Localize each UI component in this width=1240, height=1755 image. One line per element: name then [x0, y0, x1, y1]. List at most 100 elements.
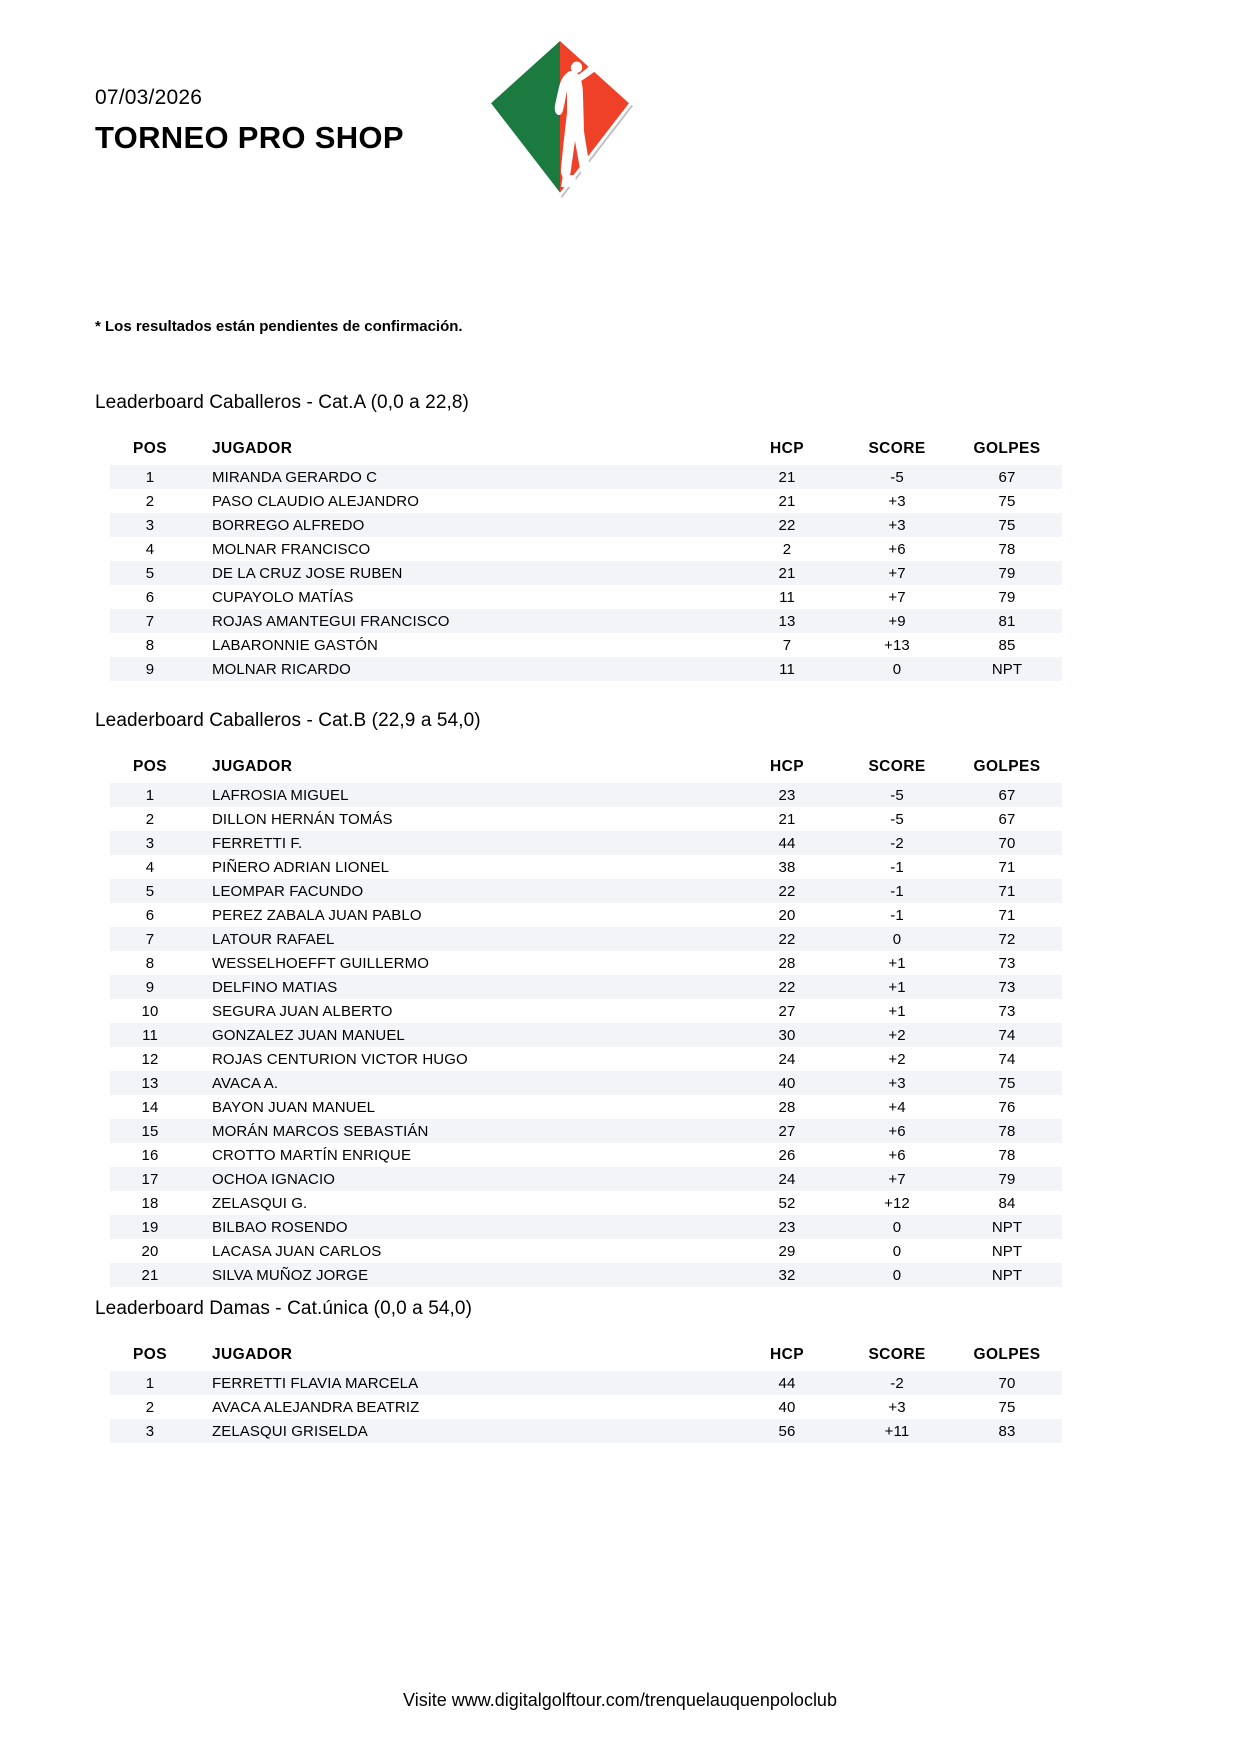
- row-hcp: 56: [732, 1419, 842, 1443]
- page-title: TORNEO PRO SHOP: [95, 120, 404, 155]
- row-golpes: 67: [952, 465, 1062, 489]
- column-header-jugador: JUGADOR: [212, 440, 293, 457]
- section-title: Leaderboard Caballeros - Cat.A (0,0 a 22…: [95, 392, 469, 413]
- row-score: 0: [842, 1215, 952, 1239]
- table-row: 4 MOLNAR FRANCISCO 2 +6 78: [110, 537, 1062, 561]
- row-hcp: 26: [732, 1143, 842, 1167]
- row-score: 0: [842, 657, 952, 681]
- row-hcp: 28: [732, 1095, 842, 1119]
- row-golpes: NPT: [952, 1263, 1062, 1287]
- row-jugador: DE LA CRUZ JOSE RUBEN: [190, 561, 732, 585]
- table-row: 10 SEGURA JUAN ALBERTO 27 +1 73: [110, 999, 1062, 1023]
- leaderboard-table: POS JUGADOR HCP SCORE GOLPES 1 MIRANDA GE…: [110, 440, 1062, 681]
- table-row: 20 LACASA JUAN CARLOS 29 0 NPT: [110, 1239, 1062, 1263]
- column-header-pos: POS: [133, 1346, 167, 1363]
- row-pos: 6: [110, 903, 190, 927]
- leaderboard-table: POS JUGADOR HCP SCORE GOLPES 1 FERRETTI F…: [110, 1346, 1062, 1443]
- table-row: 3 BORREGO ALFREDO 22 +3 75: [110, 513, 1062, 537]
- row-golpes: 75: [952, 513, 1062, 537]
- row-golpes: 76: [952, 1095, 1062, 1119]
- row-pos: 20: [110, 1239, 190, 1263]
- row-jugador: ZELASQUI GRISELDA: [190, 1419, 732, 1443]
- row-score: -1: [842, 903, 952, 927]
- row-jugador: PIÑERO ADRIAN LIONEL: [190, 855, 732, 879]
- row-pos: 14: [110, 1095, 190, 1119]
- row-score: +9: [842, 609, 952, 633]
- leaderboard-section-cat-b: Leaderboard Caballeros - Cat.B (22,9 a 5…: [95, 710, 1145, 1287]
- row-pos: 11: [110, 1023, 190, 1047]
- row-hcp: 32: [732, 1263, 842, 1287]
- row-golpes: 78: [952, 1119, 1062, 1143]
- column-header-score: SCORE: [868, 1346, 926, 1363]
- row-golpes: 73: [952, 975, 1062, 999]
- row-pos: 3: [110, 513, 190, 537]
- row-pos: 4: [110, 855, 190, 879]
- row-golpes: 67: [952, 807, 1062, 831]
- table-row: 12 ROJAS CENTURION VICTOR HUGO 24 +2 74: [110, 1047, 1062, 1071]
- column-header-golpes: GOLPES: [973, 1346, 1041, 1363]
- row-pos: 4: [110, 537, 190, 561]
- column-header-pos: POS: [133, 440, 167, 457]
- table-row: 19 BILBAO ROSENDO 23 0 NPT: [110, 1215, 1062, 1239]
- table-row: 8 LABARONNIE GASTÓN 7 +13 85: [110, 633, 1062, 657]
- table-body: 1 FERRETTI FLAVIA MARCELA 44 -2 70 2 AVACA ALE…: [110, 1371, 1062, 1443]
- row-pos: 13: [110, 1071, 190, 1095]
- row-hcp: 11: [732, 657, 842, 681]
- row-golpes: NPT: [952, 1215, 1062, 1239]
- row-score: +13: [842, 633, 952, 657]
- column-header-jugador: JUGADOR: [212, 758, 293, 775]
- column-header-hcp: HCP: [770, 1346, 804, 1363]
- row-score: 0: [842, 927, 952, 951]
- row-jugador: FERRETTI F.: [190, 831, 732, 855]
- row-golpes: 78: [952, 1143, 1062, 1167]
- row-hcp: 40: [732, 1071, 842, 1095]
- row-hcp: 23: [732, 783, 842, 807]
- section-title: Leaderboard Caballeros - Cat.B (22,9 a 5…: [95, 710, 481, 731]
- table-row: 14 BAYON JUAN MANUEL 28 +4 76: [110, 1095, 1062, 1119]
- row-jugador: MIRANDA GERARDO C: [190, 465, 732, 489]
- table-row: 9 DELFINO MATIAS 22 +1 73: [110, 975, 1062, 999]
- column-header-golpes: GOLPES: [973, 440, 1041, 457]
- row-score: +1: [842, 975, 952, 999]
- row-score: +12: [842, 1191, 952, 1215]
- column-header-hcp: HCP: [770, 758, 804, 775]
- table-header-row: POS JUGADOR HCP SCORE GOLPES: [110, 1346, 1062, 1371]
- row-pos: 9: [110, 975, 190, 999]
- row-golpes: 81: [952, 609, 1062, 633]
- table-header-row: POS JUGADOR HCP SCORE GOLPES: [110, 440, 1062, 465]
- row-jugador: FERRETTI FLAVIA MARCELA: [190, 1371, 732, 1395]
- row-golpes: 74: [952, 1023, 1062, 1047]
- row-hcp: 29: [732, 1239, 842, 1263]
- row-pos: 17: [110, 1167, 190, 1191]
- row-pos: 1: [110, 1371, 190, 1395]
- row-score: +2: [842, 1023, 952, 1047]
- row-pos: 21: [110, 1263, 190, 1287]
- row-golpes: 70: [952, 1371, 1062, 1395]
- row-pos: 1: [110, 465, 190, 489]
- row-pos: 10: [110, 999, 190, 1023]
- table-row: 17 OCHOA IGNACIO 24 +7 79: [110, 1167, 1062, 1191]
- row-score: +3: [842, 513, 952, 537]
- column-header-hcp: HCP: [770, 440, 804, 457]
- table-row: 13 AVACA A. 40 +3 75: [110, 1071, 1062, 1095]
- row-score: -5: [842, 807, 952, 831]
- row-pos: 2: [110, 1395, 190, 1419]
- row-golpes: 71: [952, 879, 1062, 903]
- row-pos: 8: [110, 951, 190, 975]
- row-golpes: NPT: [952, 1239, 1062, 1263]
- row-pos: 16: [110, 1143, 190, 1167]
- row-hcp: 22: [732, 879, 842, 903]
- row-jugador: CUPAYOLO MATÍAS: [190, 585, 732, 609]
- row-jugador: LAFROSIA MIGUEL: [190, 783, 732, 807]
- row-golpes: 67: [952, 783, 1062, 807]
- row-pos: 12: [110, 1047, 190, 1071]
- row-jugador: LATOUR RAFAEL: [190, 927, 732, 951]
- row-jugador: WESSELHOEFFT GUILLERMO: [190, 951, 732, 975]
- row-score: +3: [842, 1071, 952, 1095]
- golf-tour-logo: [485, 35, 635, 200]
- row-pos: 7: [110, 609, 190, 633]
- table-row: 2 DILLON HERNÁN TOMÁS 21 -5 67: [110, 807, 1062, 831]
- row-hcp: 52: [732, 1191, 842, 1215]
- row-golpes: 78: [952, 537, 1062, 561]
- row-jugador: DILLON HERNÁN TOMÁS: [190, 807, 732, 831]
